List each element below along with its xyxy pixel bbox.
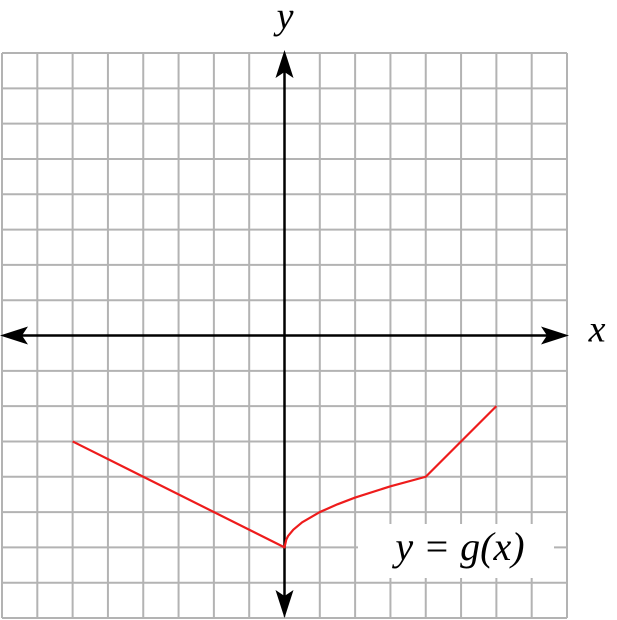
function-curve xyxy=(72,405,498,549)
arrow-head xyxy=(275,50,294,78)
arrow-head xyxy=(275,590,294,618)
arrow-head xyxy=(0,326,28,345)
x-axis-label: x xyxy=(588,309,606,351)
y-axis-label: y xyxy=(273,0,294,38)
arrow-head xyxy=(541,326,569,345)
annotation: y = g(x) xyxy=(391,524,524,569)
annotation-box xyxy=(358,524,554,578)
